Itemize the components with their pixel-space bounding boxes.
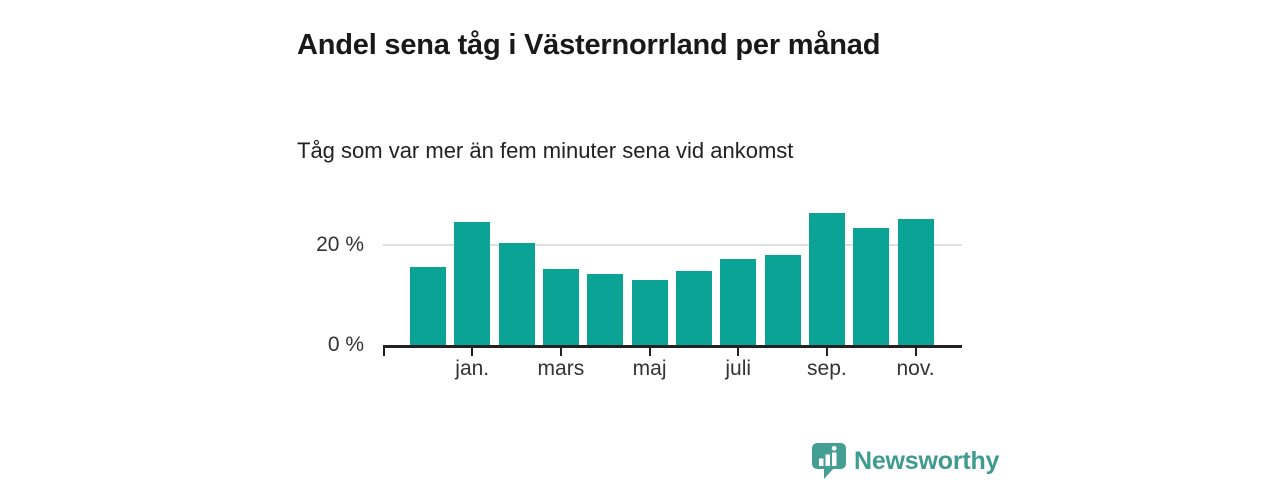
- bar-aug.: [764, 254, 801, 345]
- x-axis-tick-1: [471, 345, 474, 356]
- x-axis-tick-2: [559, 345, 562, 356]
- bar-juli: [720, 259, 757, 345]
- bar-sep.: [808, 212, 845, 345]
- y-axis-label-20: 20 %: [316, 233, 364, 256]
- bar-dec.: [409, 266, 446, 345]
- gridline-20: [383, 244, 962, 246]
- newsworthy-wordmark: Newsworthy: [854, 446, 1000, 475]
- bar-juni: [675, 270, 712, 345]
- x-axis-tick-5: [825, 345, 828, 356]
- bar-apr.: [587, 274, 624, 345]
- newsworthy-logo[interactable]: Newsworthy: [812, 443, 999, 479]
- bar-okt.: [853, 227, 890, 345]
- x-axis-label-nov: nov.: [896, 357, 935, 380]
- y-axis-label-0: 0 %: [327, 333, 364, 356]
- bar-nov.: [897, 219, 934, 345]
- x-axis-line: [383, 345, 962, 348]
- x-axis-label-maj: maj: [632, 357, 667, 380]
- x-axis-tick-3: [648, 345, 651, 356]
- x-axis-tick-6: [914, 345, 917, 356]
- chart-subtitle: Tåg som var mer än fem minuter sena vid …: [297, 138, 794, 163]
- bar-jan.: [454, 221, 491, 345]
- chart-title: Andel sena tåg i Västernorrland per måna…: [297, 29, 881, 62]
- bar-feb.: [498, 242, 535, 345]
- bar-maj: [631, 279, 668, 345]
- x-axis-tick-4: [737, 345, 740, 356]
- x-axis-label-jan: jan.: [455, 357, 490, 380]
- x-axis-label-sep: sep.: [807, 357, 847, 380]
- x-axis-label-juli: juli: [725, 357, 752, 380]
- newsworthy-bar-chart-bubble-icon: [812, 443, 846, 479]
- x-axis-label-mars: mars: [537, 357, 585, 380]
- bar-mars: [542, 268, 579, 345]
- x-axis-tick-0: [382, 345, 385, 356]
